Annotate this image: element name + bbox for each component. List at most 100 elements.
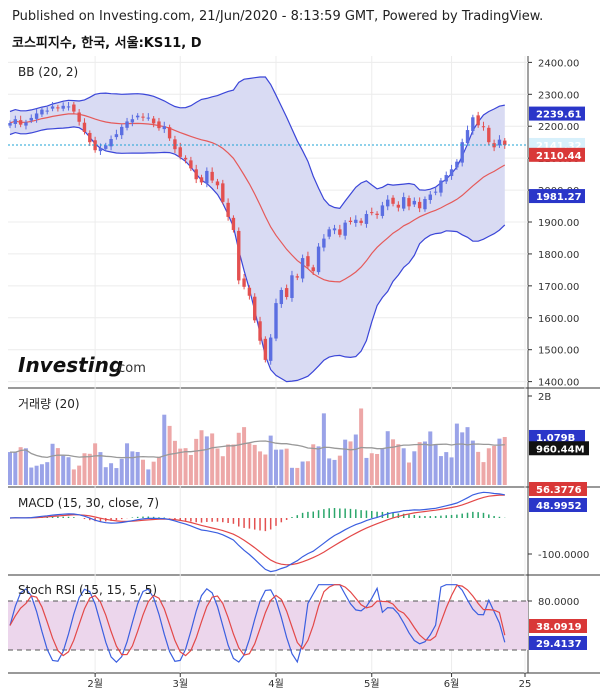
volume-bar (18, 447, 23, 485)
volume-bar (380, 448, 385, 485)
price-tick-label: 1500.00 (538, 346, 579, 357)
candle-body (449, 169, 454, 177)
volume-ma-line (9, 440, 505, 459)
volume-bar (258, 451, 263, 485)
candle-body (8, 123, 12, 126)
candle-body (476, 115, 480, 126)
candle-body (120, 126, 124, 136)
volume-bar (369, 453, 374, 485)
candle-body (460, 142, 464, 163)
candle-body (455, 161, 459, 168)
volume-bar (125, 443, 130, 485)
volume-bar (422, 441, 427, 485)
candle-body (173, 139, 177, 150)
volume-bar (375, 453, 380, 485)
candle-body (497, 139, 502, 146)
candle-body (93, 140, 97, 151)
stoch-k-value: 29.4137 (536, 639, 582, 650)
volume-bar (183, 448, 188, 485)
volume-bar (114, 468, 119, 485)
volume-bar (407, 462, 411, 485)
candle-body (311, 267, 315, 272)
candle-body (423, 199, 427, 210)
candle-body (412, 200, 417, 205)
candle-body (370, 212, 374, 214)
candle-body (375, 213, 379, 215)
candle-body (503, 140, 507, 146)
volume-bar (98, 452, 103, 485)
candle-body (135, 115, 140, 118)
candle-body (300, 258, 305, 279)
candle-body (417, 201, 422, 209)
volume-bar (502, 436, 507, 485)
candle-body (407, 198, 411, 207)
candle-body (151, 118, 156, 124)
candle-body (141, 116, 145, 118)
candle-body (98, 147, 103, 152)
candle-body (77, 112, 81, 122)
candle-body (263, 338, 268, 360)
volume-bar (492, 445, 497, 485)
candle-body (199, 177, 204, 183)
volume-bar (109, 463, 114, 485)
candle-body (343, 222, 347, 236)
bollinger-band-fill (10, 77, 505, 382)
volume-bar (210, 433, 215, 485)
candle-body (88, 132, 92, 143)
candle-body (50, 106, 55, 109)
candle-body (146, 117, 151, 119)
price-tick-label: 1700.00 (538, 282, 579, 293)
price-tick-label: 2400.00 (538, 58, 579, 69)
macd-line-value: 48.9952 (536, 501, 582, 512)
candle-body (56, 107, 60, 109)
volume-bar (470, 440, 475, 485)
price-tick-label: 1600.00 (538, 314, 579, 325)
volume-bar (226, 444, 231, 485)
volume-bar (364, 457, 369, 485)
volume-tick-label: 2B (538, 392, 551, 403)
candle-body (253, 296, 257, 321)
candle-body (130, 119, 135, 123)
volume-bar (252, 444, 257, 485)
volume-bar (45, 462, 50, 485)
volume-bar (204, 436, 209, 485)
volume-bar (327, 458, 332, 485)
volume-bar (167, 425, 172, 485)
volume-bar (215, 448, 220, 485)
logo-suffix: .com (114, 361, 146, 376)
candle-body (125, 121, 129, 128)
stoch-k-line (9, 584, 506, 664)
volume-bar (77, 465, 82, 485)
candle-body (268, 337, 273, 361)
volume-bar (279, 449, 284, 485)
volume-panel-title: 거래량 (20) (18, 397, 80, 411)
volume-bar (87, 453, 92, 485)
candle-body (380, 205, 385, 216)
bb-basis-value-box (529, 147, 585, 162)
volume-bar (305, 461, 310, 485)
volume-bar (353, 434, 358, 485)
volume-bar (146, 469, 151, 485)
volume-bar (417, 442, 422, 485)
volume-bar (300, 461, 305, 485)
time-tick-label: 2월 (87, 678, 103, 690)
candle-body (327, 229, 331, 237)
volume-bar (119, 458, 124, 485)
candle-body (322, 238, 326, 248)
macd-signal-line (9, 494, 505, 566)
candle-body (359, 220, 363, 223)
stoch-k-value-box (529, 636, 587, 650)
volume-bar (55, 448, 60, 485)
price-tick-label: 1800.00 (538, 250, 579, 261)
stoch-d-value-box (529, 619, 587, 633)
macd-signal-value: 56.3776 (536, 485, 582, 496)
bb-lower-value-box (529, 189, 585, 204)
volume-bar (231, 444, 236, 485)
candle-body (279, 289, 284, 305)
volume-bar (401, 448, 406, 485)
candle-body (439, 180, 443, 193)
time-tick-label: 3월 (172, 678, 188, 690)
candle-body (82, 122, 87, 132)
price-tick-label: 2200.00 (538, 122, 579, 133)
